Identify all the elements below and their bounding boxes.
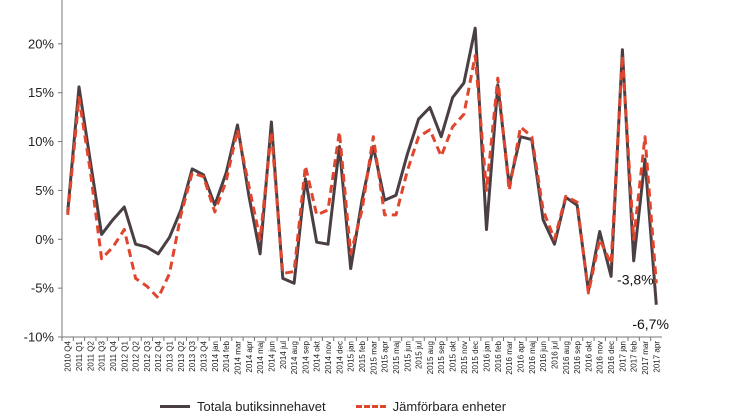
x-tick-label: 2014 nov: [324, 341, 333, 374]
x-tick-label: 2016 jan: [483, 341, 492, 372]
x-tick-label: 2015 apr: [381, 341, 390, 373]
legend: Totala butiksinnehavet Jämförbara enhete…: [160, 399, 506, 414]
series-layer: [66, 26, 658, 305]
x-axis-ticks: 2010 Q4 2011 Q1 2011 Q2 2011 Q3 2011 Q4 2012 …: [61, 337, 661, 375]
x-tick-label: 2013 Q3: [188, 340, 197, 371]
y-tick-label: -5%: [31, 281, 55, 296]
x-tick-label: 2015 jan: [347, 341, 356, 372]
x-tick-label: 2014 mar: [233, 341, 242, 375]
legend-swatch-solid: [160, 405, 190, 408]
series-line-total: [66, 26, 658, 305]
x-tick-label: 2016 apr: [516, 341, 525, 373]
x-tick-label: 2016 jul: [550, 341, 559, 369]
x-tick-label: 2012 Q1: [120, 340, 129, 371]
x-tick-label: 2014 sep: [301, 340, 310, 373]
x-tick-label: 2014 maj: [256, 341, 265, 374]
x-tick-label: 2016 mar: [505, 341, 514, 375]
x-tick-label: 2014 jul: [279, 341, 288, 369]
x-tick-label: 2013 Q2: [177, 340, 186, 371]
annotations: -3,8% -6,7%: [617, 271, 669, 331]
y-tick-label: -10%: [24, 330, 55, 345]
x-tick-label: 2016 sep: [573, 340, 582, 373]
x-tick-label: 2014 apr: [245, 341, 254, 373]
legend-swatch-dashed: [355, 405, 386, 408]
x-tick-label: 2011 Q4: [109, 340, 118, 371]
legend-label-comparable: Jämförbara enheter: [392, 399, 507, 414]
legend-item-total: Totala butiksinnehavet: [160, 399, 326, 414]
x-tick-label: 2015 okt: [449, 340, 458, 371]
x-tick-label: 2016 nov: [596, 341, 605, 374]
x-tick-label: 2017 feb: [630, 340, 639, 372]
y-axis-ticks: -10% -5% 0% 5% 10% 15% 20% 25%: [24, 0, 62, 345]
x-tick-label: 2011 Q1: [75, 340, 84, 371]
x-tick-label: 2014 jun: [267, 341, 276, 372]
x-tick-label: 2016 jun: [539, 341, 548, 372]
x-tick-label: 2015 feb: [358, 340, 367, 372]
legend-item-comparable: Jämförbara enheter: [355, 399, 507, 414]
annotation-label: -3,8%: [617, 271, 654, 287]
x-tick-label: 2011 Q2: [86, 340, 95, 371]
y-tick-label: 5%: [35, 183, 54, 198]
x-tick-label: 2017 apr: [652, 341, 661, 373]
x-tick-label: 2013 Q4: [200, 340, 209, 371]
x-tick-label: 2015 dec: [471, 341, 480, 374]
x-tick-label: 2016 feb: [494, 340, 503, 372]
x-tick-label: 2013 Q1: [166, 340, 175, 371]
x-tick-label: 2015 aug: [426, 341, 435, 374]
x-tick-label: 2014 feb: [222, 340, 231, 372]
x-tick-label: 2012 Q2: [132, 340, 141, 371]
series-line-comparable: [66, 54, 658, 300]
x-tick-label: 2011 Q3: [98, 340, 107, 371]
x-tick-label: 2010 Q4: [64, 340, 73, 371]
x-tick-label: 2016 aug: [562, 341, 571, 374]
x-tick-label: 2012 Q4: [154, 340, 163, 371]
x-tick-label: 2016 dec: [607, 341, 616, 374]
x-tick-label: 2015 nov: [460, 341, 469, 374]
x-tick-label: 2015 mar: [369, 341, 378, 375]
y-tick-label: 20%: [28, 36, 54, 51]
x-tick-label: 2017 mar: [641, 341, 650, 375]
y-tick-label: 25%: [28, 0, 54, 3]
x-tick-label: 2014 aug: [290, 341, 299, 374]
x-tick-label: 2015 jul: [415, 341, 424, 369]
x-tick-label: 2017 jan: [618, 341, 627, 372]
legend-label-total: Totala butiksinnehavet: [197, 399, 326, 414]
x-tick-label: 2015 jun: [403, 341, 412, 372]
y-tick-label: 15%: [28, 85, 54, 100]
x-tick-label: 2015 maj: [392, 341, 401, 374]
x-tick-label: 2016 okt: [584, 340, 593, 371]
y-tick-label: 10%: [28, 134, 54, 149]
x-tick-label: 2014 dec: [335, 341, 344, 374]
x-tick-label: 2012 Q3: [143, 340, 152, 371]
annotation-label: -6,7%: [632, 316, 669, 332]
x-tick-label: 2014 jan: [211, 341, 220, 372]
x-tick-label: 2014 okt: [313, 340, 322, 371]
x-tick-label: 2016 maj: [528, 341, 537, 374]
x-tick-label: 2015 sep: [437, 340, 446, 373]
y-tick-label: 0%: [35, 232, 54, 247]
